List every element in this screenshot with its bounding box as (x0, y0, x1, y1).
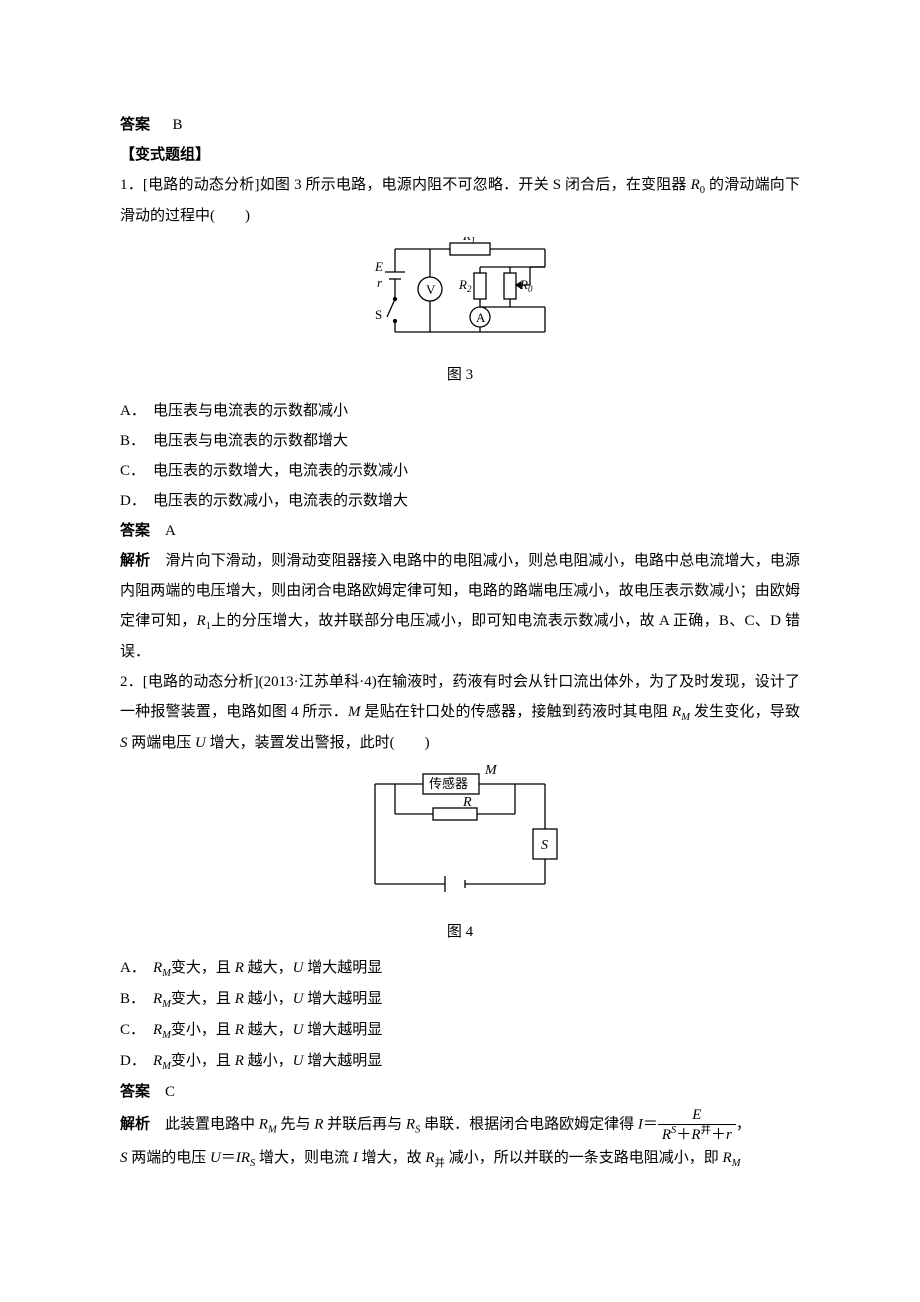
q2-option-c: C．RM变小，且 R 越大，U 增大越明显 (120, 1015, 800, 1046)
answer-label: 答案 (120, 117, 150, 133)
circuit-4-svg: 传感器 M R S (345, 764, 575, 904)
q2-answer-line: 答案 C (120, 1077, 800, 1107)
q2-stem: 2．[电路的动态分析](2013·江苏单科·4)在输液时，药液有时会从针口流出体… (120, 667, 800, 758)
svg-text:S: S (375, 307, 382, 322)
q1-option-b: B．电压表与电流表的示数都增大 (120, 426, 800, 456)
q1-explanation: 解析 滑片向下滑动，则滑动变阻器接入电路中的电阻减小，则总电阻减小，电路中总电流… (120, 546, 800, 667)
q1-option-c: C．电压表的示数增大，电流表的示数减小 (120, 456, 800, 486)
svg-text:E: E (374, 259, 383, 274)
svg-text:A: A (476, 310, 486, 325)
figure-3: E r S V A R1 R2 R0 (120, 237, 800, 358)
q2-option-b: B．RM变大，且 R 越小，U 增大越明显 (120, 984, 800, 1015)
q1-answer-line: 答案 A (120, 516, 800, 546)
svg-text:r: r (377, 275, 383, 290)
svg-text:R2: R2 (458, 277, 472, 294)
q2-option-d: D．RM变小，且 R 越小，U 增大越明显 (120, 1046, 800, 1077)
figure-4: 传感器 M R S (120, 764, 800, 915)
svg-text:R: R (462, 795, 472, 810)
svg-text:R1: R1 (462, 237, 475, 245)
figure-4-caption: 图 4 (120, 917, 800, 947)
q1-option-d: D．电压表的示数减小，电流表的示数增大 (120, 486, 800, 516)
circuit-3-svg: E r S V A R1 R2 R0 (355, 237, 565, 347)
q1-stem: 1．[电路的动态分析]如图 3 所示电路，电源内阻不可忽略．开关 S 闭合后，在… (120, 170, 800, 231)
top-answer-line: 答案 B (120, 110, 800, 140)
q2-option-a: A．RM变大，且 R 越大，U 增大越明显 (120, 953, 800, 984)
svg-text:V: V (426, 282, 436, 297)
q1-option-a: A．电压表与电流表的示数都减小 (120, 396, 800, 426)
svg-text:传感器: 传感器 (429, 776, 468, 791)
figure-3-caption: 图 3 (120, 360, 800, 390)
q2-explanation-1: 解析 此装置电路中 RM 先与 R 并联后再与 RS 串联．根据闭合电路欧姆定律… (120, 1107, 800, 1143)
variant-header: 【变式题组】 (120, 140, 800, 170)
svg-text:R0: R0 (519, 277, 533, 294)
svg-text:S: S (541, 838, 548, 853)
q2-explanation-2: S 两端的电压 U＝IRS 增大，则电流 I 增大，故 R并 减小，所以并联的一… (120, 1143, 800, 1174)
svg-text:M: M (484, 764, 498, 778)
fraction: ERS＋R并＋r (658, 1107, 736, 1143)
top-answer-value: B (173, 117, 183, 133)
